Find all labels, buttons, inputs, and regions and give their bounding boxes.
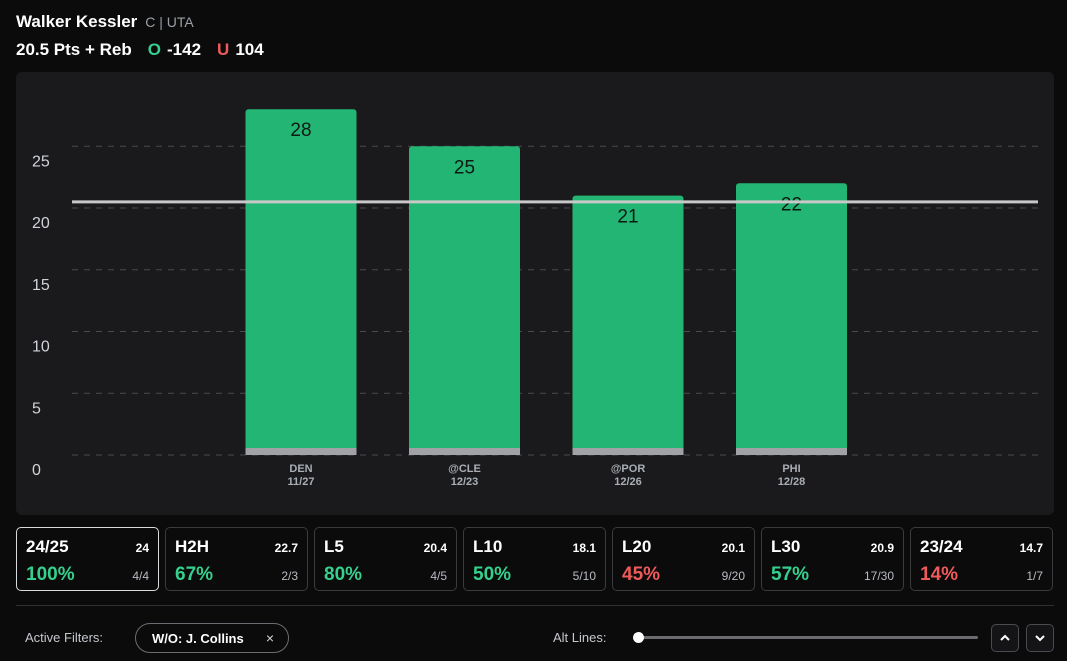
bar — [409, 146, 520, 455]
stat-label: 24/25 — [26, 537, 69, 556]
bar-chart-svg: 051015202528DEN11/2725@CLE12/2321@POR12/… — [32, 109, 1038, 488]
game-log-chart: 0 5 10 15 20 25 28 DEN 11/27 25 @CLE 12/23 21 @POR 12/… — [16, 72, 1054, 515]
stat-hit-rate: 57% — [771, 564, 810, 585]
stats-row: 24/25 24 100% 4/4 H2H 22.7 67% 2/3 L5 20.4 80% 4/5 L… — [16, 527, 1053, 591]
player-header: Walker Kessler C | UTA 20.5 Pts + Reb O … — [16, 12, 264, 60]
prop-line-label: 20.5 Pts + Reb — [16, 40, 132, 59]
bar-base — [572, 448, 684, 455]
stat-card-h2h[interactable]: H2H 22.7 67% 2/3 — [165, 527, 308, 591]
stat-label: 23/24 — [920, 537, 963, 556]
stat-label: L20 — [622, 537, 652, 556]
bar-value-label: 21 — [617, 207, 638, 228]
stat-hit-rate: 100% — [26, 564, 75, 585]
y-tick-label: 20 — [32, 215, 50, 232]
stat-card-2425[interactable]: 24/25 24 100% 4/4 — [16, 527, 159, 591]
stat-label: L5 — [324, 537, 344, 556]
x-category-label: DEN — [289, 463, 312, 475]
stat-card-l10[interactable]: L10 18.1 50% 5/10 — [463, 527, 606, 591]
bar-value-label: 25 — [454, 157, 475, 178]
x-category-label: @CLE — [448, 463, 481, 475]
y-tick-label: 25 — [32, 153, 50, 170]
alt-lines-slider-thumb[interactable] — [633, 632, 644, 643]
bar — [736, 183, 847, 456]
stat-record: 1/7 — [1026, 569, 1043, 583]
bar-base — [409, 448, 520, 455]
player-name: Walker Kessler — [16, 12, 138, 31]
chevron-up-icon — [1000, 634, 1010, 641]
stat-average: 20.4 — [423, 541, 447, 555]
stat-card-2324[interactable]: 23/24 14.7 14% 1/7 — [910, 527, 1053, 591]
stat-hit-rate: 50% — [473, 564, 512, 585]
over-tag: O — [147, 40, 161, 59]
bar-base — [245, 448, 357, 455]
chevron-down-icon — [1035, 635, 1045, 642]
stat-label: H2H — [175, 537, 210, 556]
filter-chip-label: W/O: J. Collins — [152, 630, 244, 646]
x-date-label: 11/27 — [288, 476, 315, 488]
stat-record: 5/10 — [572, 569, 596, 583]
alt-lines-slider-track[interactable] — [638, 636, 978, 639]
x-date-label: 12/28 — [778, 476, 806, 488]
stat-average: 20.9 — [870, 541, 894, 555]
y-tick-label: 10 — [32, 339, 50, 356]
stat-average: 18.1 — [572, 541, 596, 555]
x-category-label: @POR — [611, 463, 646, 475]
stat-average: 24 — [135, 541, 149, 555]
scroll-down-button[interactable] — [1026, 624, 1054, 652]
divider — [16, 605, 1054, 606]
stat-hit-rate: 67% — [175, 564, 214, 585]
stat-card-l20[interactable]: L20 20.1 45% 9/20 — [612, 527, 755, 591]
x-date-label: 12/23 — [451, 476, 479, 488]
player-position-team: C | UTA — [145, 14, 194, 30]
scroll-up-button[interactable] — [991, 624, 1019, 652]
stat-card-l30[interactable]: L30 20.9 57% 17/30 — [761, 527, 904, 591]
stat-average: 14.7 — [1019, 541, 1043, 555]
stat-hit-rate: 45% — [622, 564, 661, 585]
active-filters-label: Active Filters: — [25, 630, 104, 645]
bar-value-label: 22 — [781, 194, 802, 215]
bar-value-label: 28 — [290, 120, 311, 141]
stat-hit-rate: 14% — [920, 564, 959, 585]
filter-chip-wo-collins[interactable]: W/O: J. Collins × — [135, 623, 289, 653]
bar — [572, 195, 684, 455]
stat-record: 9/20 — [721, 569, 745, 583]
stat-record: 2/3 — [281, 569, 298, 583]
under-odds[interactable]: 104 — [235, 40, 264, 59]
stat-hit-rate: 80% — [324, 564, 363, 585]
stat-card-l5[interactable]: L5 20.4 80% 4/5 — [314, 527, 457, 591]
stat-average: 22.7 — [274, 541, 298, 555]
over-odds[interactable]: -142 — [167, 40, 202, 59]
bar — [245, 109, 357, 455]
under-tag: U — [217, 40, 230, 59]
x-date-label: 12/26 — [614, 476, 642, 488]
alt-lines-label: Alt Lines: — [553, 630, 607, 645]
y-tick-label: 5 — [32, 400, 41, 417]
y-tick-label: 15 — [32, 277, 50, 294]
stat-record: 17/30 — [863, 569, 894, 583]
stat-label: L30 — [771, 537, 801, 556]
stat-label: L10 — [473, 537, 503, 556]
x-category-label: PHI — [782, 463, 800, 475]
stat-record: 4/5 — [430, 569, 447, 583]
bar-base — [736, 448, 847, 455]
close-icon[interactable]: × — [265, 630, 274, 646]
stat-record: 4/4 — [132, 569, 149, 583]
y-tick-label: 0 — [32, 462, 41, 479]
stat-average: 20.1 — [721, 541, 745, 555]
